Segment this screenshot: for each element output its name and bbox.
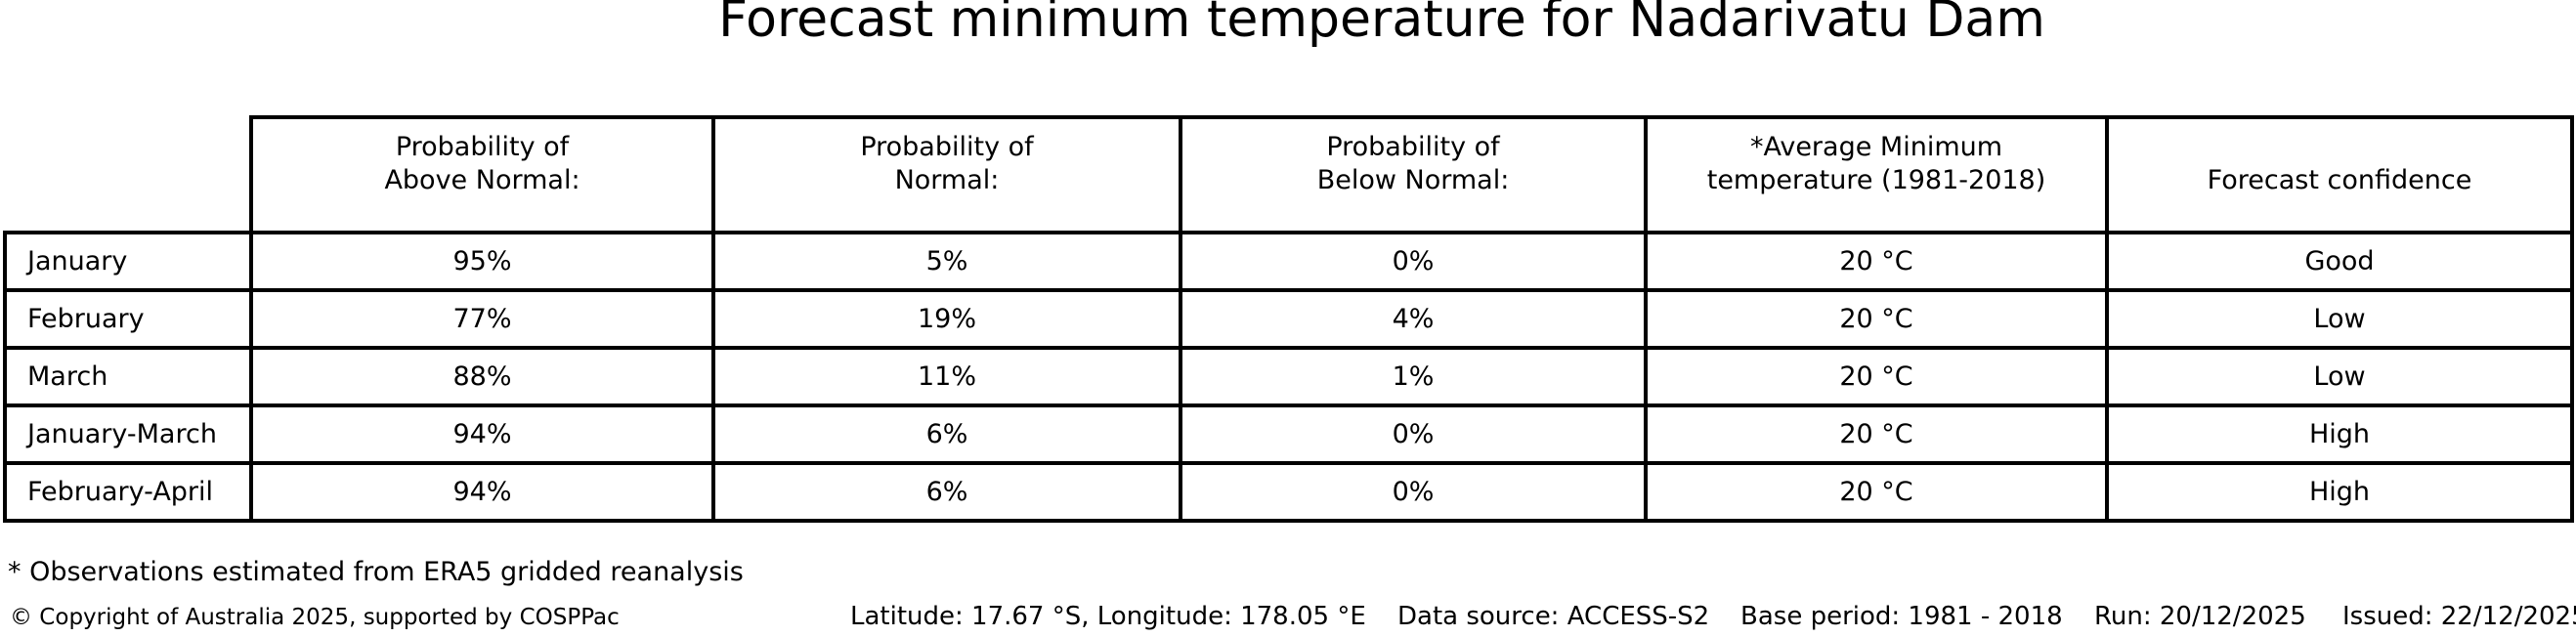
average-min-temp-value: 20 °C <box>1644 403 2109 465</box>
table-row-january: January 95% 5% 0% 20 °C Good <box>3 231 2574 292</box>
normal-value: 6% <box>711 403 1182 465</box>
table-header-row: Probability of Above Normal: Probability… <box>5 115 2574 234</box>
base-period-text: Base period: 1981 - 2018 <box>1740 602 2063 631</box>
header-below-normal: Probability of Below Normal: <box>1179 115 1648 234</box>
above-normal-value: 94% <box>249 403 715 465</box>
above-normal-value: 94% <box>249 461 715 523</box>
header-above-normal: Probability of Above Normal: <box>249 115 715 234</box>
month-label: February-April <box>3 461 253 523</box>
month-label: February <box>3 288 253 350</box>
average-min-temp-value: 20 °C <box>1644 231 2109 292</box>
header-normal: Probability of Normal: <box>711 115 1182 234</box>
below-normal-value: 0% <box>1179 403 1648 465</box>
forecast-confidence-value: High <box>2105 461 2574 523</box>
table-row-january-march: January-March 94% 6% 0% 20 °C High <box>3 403 2574 465</box>
data-source-text: Data source: ACCESS-S2 <box>1397 602 1710 631</box>
table-row-march: March 88% 11% 1% 20 °C Low <box>3 346 2574 407</box>
normal-value: 11% <box>711 346 1182 407</box>
issued-date-text: Issued: 22/12/2025 <box>2342 602 2576 631</box>
observations-footnote: * Observations estimated from ERA5 gridd… <box>8 557 744 587</box>
month-label: January <box>3 231 253 292</box>
normal-value: 5% <box>711 231 1182 292</box>
above-normal-value: 77% <box>249 288 715 350</box>
forecast-confidence-value: High <box>2105 403 2574 465</box>
above-normal-value: 95% <box>249 231 715 292</box>
table-row-february-april: February-April 94% 6% 0% 20 °C High <box>3 461 2574 523</box>
normal-value: 19% <box>711 288 1182 350</box>
month-label: January-March <box>3 403 253 465</box>
header-forecast-confidence: Forecast confidence <box>2105 115 2574 234</box>
copyright-text: © Copyright of Australia 2025, supported… <box>10 605 620 630</box>
normal-value: 6% <box>711 461 1182 523</box>
below-normal-value: 0% <box>1179 461 1648 523</box>
month-label: March <box>3 346 253 407</box>
page-title: Forecast minimum temperature for Nadariv… <box>718 0 2045 49</box>
header-average-min-temp: *Average Minimum temperature (1981-2018) <box>1644 115 2109 234</box>
above-normal-value: 88% <box>249 346 715 407</box>
table-row-february: February 77% 19% 4% 20 °C Low <box>3 288 2574 350</box>
table-corner-cell <box>5 117 251 233</box>
below-normal-value: 4% <box>1179 288 1648 350</box>
forecast-table: Probability of Above Normal: Probability… <box>3 115 2574 523</box>
location-text: Latitude: 17.67 °S, Longitude: 178.05 °E <box>850 602 1366 631</box>
below-normal-value: 0% <box>1179 231 1648 292</box>
forecast-confidence-value: Low <box>2105 346 2574 407</box>
average-min-temp-value: 20 °C <box>1644 288 2109 350</box>
forecast-confidence-value: Low <box>2105 288 2574 350</box>
average-min-temp-value: 20 °C <box>1644 461 2109 523</box>
forecast-confidence-value: Good <box>2105 231 2574 292</box>
average-min-temp-value: 20 °C <box>1644 346 2109 407</box>
below-normal-value: 1% <box>1179 346 1648 407</box>
run-date-text: Run: 20/12/2025 <box>2094 602 2306 631</box>
